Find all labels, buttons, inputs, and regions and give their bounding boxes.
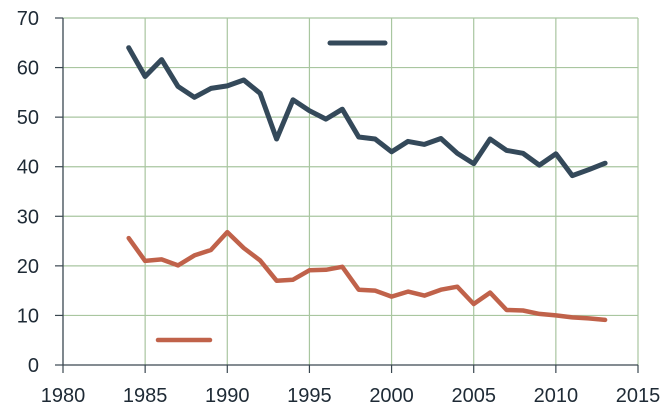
grid <box>63 17 639 365</box>
x-tick-label: 2000 <box>369 385 414 407</box>
x-tick-label: 1990 <box>205 385 250 407</box>
series-line-upper <box>126 45 608 179</box>
x-tick-label: 1995 <box>287 385 332 407</box>
x-tick-label: 2005 <box>451 385 496 407</box>
y-tick-label: 40 <box>17 157 39 179</box>
x-tick-label: 1985 <box>123 385 168 407</box>
x-tick-label: 2015 <box>616 385 661 407</box>
y-tick-label: 20 <box>17 256 39 278</box>
x-tick-label: 2010 <box>534 385 579 407</box>
series-line-lower <box>126 229 608 323</box>
axes: 0 10 20 30 40 50 60 70 1980 1985 1990 1995 2000 2005 2… <box>17 8 661 407</box>
y-tick-label: 60 <box>17 58 39 80</box>
legend <box>155 40 388 343</box>
y-tick-label: 50 <box>17 107 39 129</box>
x-tick-label: 1980 <box>41 385 86 407</box>
y-tick-label: 70 <box>17 8 39 30</box>
y-tick-label: 0 <box>28 355 39 377</box>
series-lines <box>126 45 608 323</box>
y-tick-label: 10 <box>17 305 39 327</box>
y-tick-label: 30 <box>17 206 39 228</box>
